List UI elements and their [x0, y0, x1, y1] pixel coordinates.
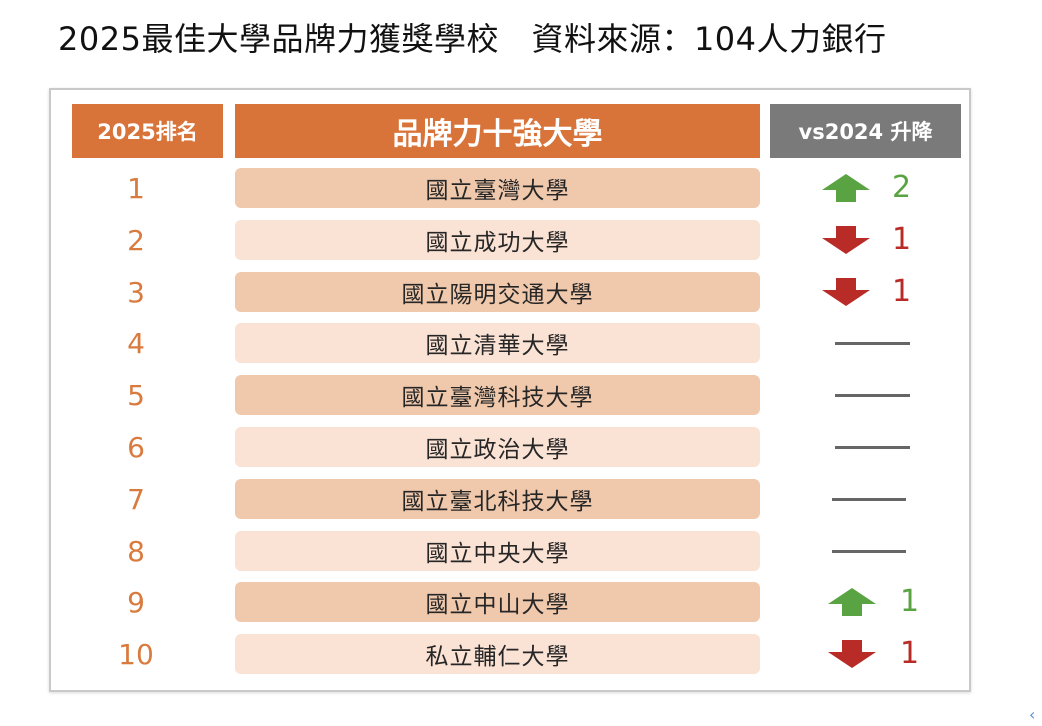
rank-change: 1 [770, 582, 961, 622]
arrow-up-icon [828, 588, 876, 616]
school-name: 國立臺北科技大學 [235, 479, 760, 519]
no-change-dash-icon [832, 550, 906, 553]
school-name: 國立陽明交通大學 [235, 272, 760, 312]
rank-number: 3 [127, 275, 145, 309]
table-frame [49, 88, 971, 692]
school-name: 國立臺灣科技大學 [235, 375, 760, 415]
rank-change: 1 [770, 220, 961, 260]
rank-number: 7 [127, 482, 145, 516]
school-name: 國立政治大學 [235, 427, 760, 467]
arrow-up-icon [822, 174, 870, 202]
rank-change: 2 [770, 168, 961, 208]
change-value: 2 [892, 170, 912, 205]
header-rank: 2025排名 [72, 104, 223, 158]
rank-number: 1 [127, 171, 145, 205]
change-value: 1 [900, 636, 920, 671]
chevron-left-icon[interactable]: ‹ [1029, 705, 1036, 724]
school-name: 國立清華大學 [235, 323, 760, 363]
header-school: 品牌力十強大學 [235, 104, 760, 158]
rank-number: 10 [118, 637, 154, 671]
rank-change [770, 427, 961, 467]
rank-number: 9 [127, 585, 145, 619]
arrow-down-icon [822, 226, 870, 254]
rank-number: 6 [127, 430, 145, 464]
change-value: 1 [892, 274, 912, 309]
change-value: 1 [900, 584, 920, 619]
rank-change [770, 323, 961, 363]
rank-change: 1 [770, 634, 961, 674]
rank-change [770, 479, 961, 519]
rank-number: 2 [127, 223, 145, 257]
school-name: 國立成功大學 [235, 220, 760, 260]
rank-change [770, 375, 961, 415]
arrow-down-icon [822, 278, 870, 306]
school-name: 國立臺灣大學 [235, 168, 760, 208]
rank-number: 5 [127, 378, 145, 412]
header-change: vs2024 升降 [770, 104, 961, 158]
rank-number: 4 [127, 326, 145, 360]
school-name: 國立中山大學 [235, 582, 760, 622]
rank-change: 1 [770, 272, 961, 312]
rank-number: 8 [127, 534, 145, 568]
change-value: 1 [892, 222, 912, 257]
no-change-dash-icon [835, 394, 910, 397]
no-change-dash-icon [832, 498, 906, 501]
rank-change [770, 531, 961, 571]
arrow-down-icon [828, 640, 876, 668]
school-name: 私立輔仁大學 [235, 634, 760, 674]
no-change-dash-icon [835, 342, 910, 345]
school-name: 國立中央大學 [235, 531, 760, 571]
page-title: 2025最佳大學品牌力獲獎學校 資料來源：104人力銀行 [58, 20, 887, 58]
no-change-dash-icon [835, 446, 910, 449]
